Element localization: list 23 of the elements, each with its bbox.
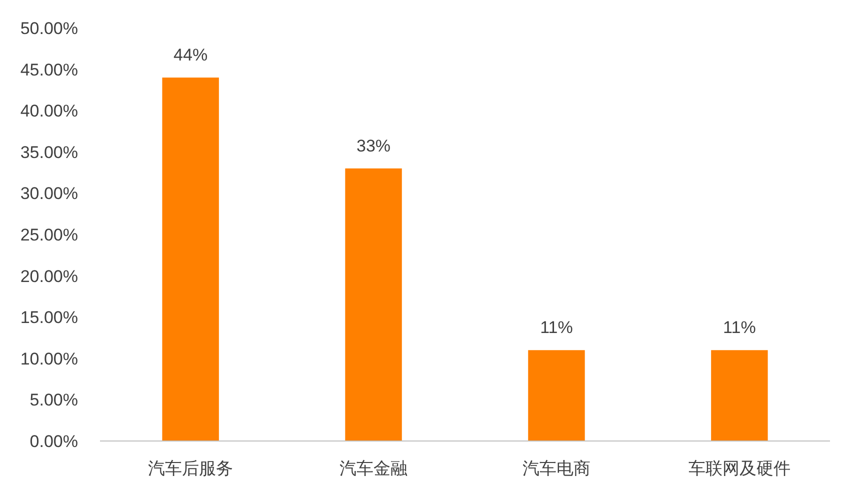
data-label: 11% bbox=[723, 318, 756, 338]
bar bbox=[345, 168, 402, 441]
x-tick-label: 汽车金融 bbox=[340, 459, 408, 478]
bar bbox=[162, 78, 219, 441]
bar bbox=[528, 350, 585, 441]
y-tick-label: 35.00% bbox=[20, 142, 78, 162]
x-tick-label: 汽车电商 bbox=[522, 459, 590, 478]
y-tick-label: 15.00% bbox=[20, 308, 78, 328]
x-tick-label: 车联网及硬件 bbox=[688, 459, 790, 478]
y-tick-label: 10.00% bbox=[20, 349, 78, 368]
data-label: 44% bbox=[174, 46, 208, 65]
data-label: 11% bbox=[540, 318, 573, 338]
x-tick-label: 汽车后服务 bbox=[148, 459, 234, 478]
bar bbox=[711, 350, 768, 441]
y-tick-label: 40.00% bbox=[20, 102, 78, 121]
y-tick-label: 0.00% bbox=[30, 432, 78, 451]
y-tick-label: 25.00% bbox=[20, 225, 78, 244]
y-tick-label: 50.00% bbox=[20, 18, 78, 38]
data-label: 33% bbox=[356, 136, 391, 156]
y-tick-label: 5.00% bbox=[30, 390, 78, 410]
y-tick-label: 20.00% bbox=[20, 266, 78, 286]
y-tick-label: 30.00% bbox=[20, 184, 78, 204]
y-tick-label: 45.00% bbox=[20, 60, 78, 80]
